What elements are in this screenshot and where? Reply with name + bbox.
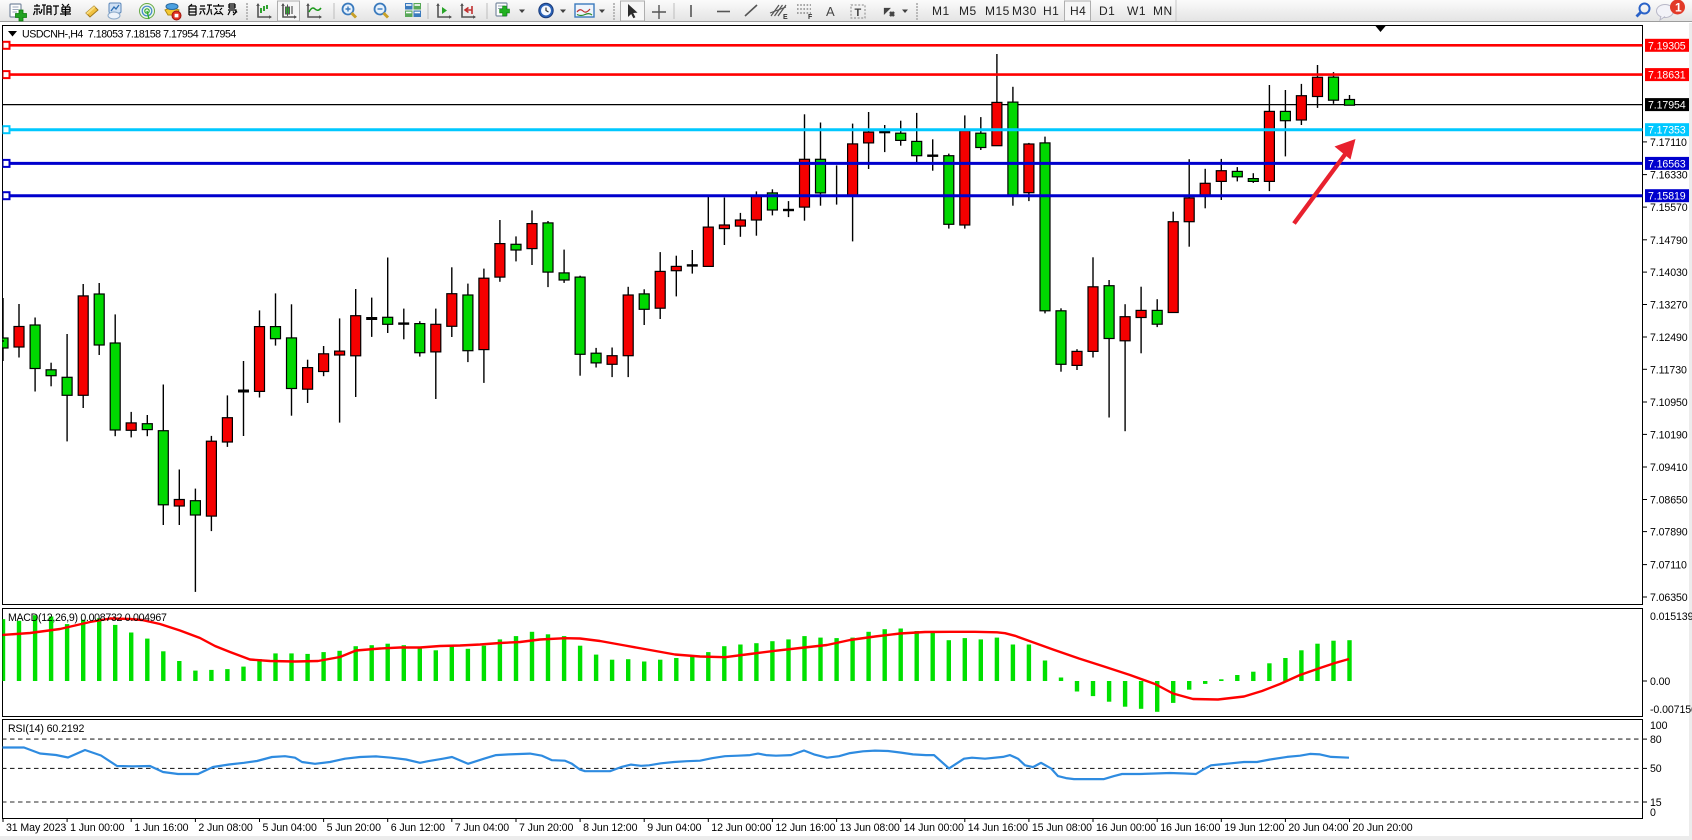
svg-text:MACD(12,26,9) 0.008732 0.00496: MACD(12,26,9) 0.008732 0.004967 (8, 612, 167, 624)
svg-text:1 Jun 16:00: 1 Jun 16:00 (134, 822, 188, 834)
svg-text:7.16563: 7.16563 (1648, 158, 1686, 170)
svg-text:W1: W1 (1127, 4, 1146, 18)
svg-text:7.12490: 7.12490 (1650, 332, 1688, 344)
svg-text:M1: M1 (932, 4, 950, 18)
svg-text:7.14790: 7.14790 (1650, 235, 1688, 247)
svg-text:-0.007156: -0.007156 (1650, 704, 1692, 716)
svg-text:100: 100 (1650, 720, 1668, 732)
svg-text:16 Jun 16:00: 16 Jun 16:00 (1160, 822, 1220, 834)
svg-text:H1: H1 (1043, 4, 1059, 18)
svg-text:7.13270: 7.13270 (1650, 300, 1688, 312)
svg-text:7.09410: 7.09410 (1650, 462, 1688, 474)
svg-text:RSI(14) 60.2192: RSI(14) 60.2192 (8, 723, 84, 735)
svg-text:MN: MN (1153, 4, 1173, 18)
svg-text:M5: M5 (959, 4, 977, 18)
svg-text:H4: H4 (1070, 4, 1086, 18)
svg-text:20 Jun 20:00: 20 Jun 20:00 (1353, 822, 1413, 834)
svg-text:7.07890: 7.07890 (1650, 527, 1688, 539)
svg-text:7.18631: 7.18631 (1648, 70, 1686, 82)
svg-text:7.17954: 7.17954 (1648, 100, 1686, 112)
svg-text:7.06350: 7.06350 (1650, 592, 1688, 604)
svg-text:7 Jun 04:00: 7 Jun 04:00 (455, 822, 509, 834)
svg-text:0: 0 (1650, 807, 1656, 819)
svg-text:T: T (855, 7, 862, 19)
svg-text:M30: M30 (1012, 4, 1037, 18)
svg-text:7.17353: 7.17353 (1648, 125, 1686, 137)
svg-text:1 Jun 00:00: 1 Jun 00:00 (70, 822, 124, 834)
svg-text:0.00: 0.00 (1650, 676, 1670, 688)
svg-text:7.16330: 7.16330 (1650, 170, 1688, 182)
svg-text:31 May 2023: 31 May 2023 (6, 822, 66, 834)
svg-text:12 Jun 00:00: 12 Jun 00:00 (711, 822, 771, 834)
svg-text:7.14030: 7.14030 (1650, 267, 1688, 279)
svg-text:7.15819: 7.15819 (1648, 191, 1686, 203)
svg-text:7.11730: 7.11730 (1650, 364, 1687, 376)
svg-text:USDCNH-,H4 7.18053 7.18158 7.: USDCNH-,H4 7.18053 7.18158 7.17954 7.179… (22, 29, 236, 41)
svg-text:19 Jun 12:00: 19 Jun 12:00 (1224, 822, 1284, 834)
svg-text:9 Jun 04:00: 9 Jun 04:00 (647, 822, 701, 834)
svg-text:12 Jun 16:00: 12 Jun 16:00 (775, 822, 835, 834)
svg-text:20 Jun 04:00: 20 Jun 04:00 (1288, 822, 1348, 834)
svg-text:E: E (783, 14, 788, 21)
svg-text:7.07110: 7.07110 (1650, 560, 1687, 572)
svg-text:7.10950: 7.10950 (1650, 397, 1688, 409)
svg-text:14 Jun 00:00: 14 Jun 00:00 (904, 822, 964, 834)
svg-text:7 Jun 20:00: 7 Jun 20:00 (519, 822, 573, 834)
svg-text:7.08650: 7.08650 (1650, 495, 1688, 507)
svg-text:16 Jun 00:00: 16 Jun 00:00 (1096, 822, 1156, 834)
svg-text:7.15570: 7.15570 (1650, 202, 1688, 214)
svg-text:14 Jun 16:00: 14 Jun 16:00 (968, 822, 1028, 834)
svg-text:F: F (808, 14, 813, 21)
svg-text:5 Jun 20:00: 5 Jun 20:00 (327, 822, 381, 834)
svg-text:7.19305: 7.19305 (1648, 40, 1686, 52)
svg-text:80: 80 (1650, 734, 1662, 746)
svg-text:6 Jun 12:00: 6 Jun 12:00 (391, 822, 445, 834)
svg-text:M15: M15 (985, 4, 1010, 18)
svg-text:2 Jun 08:00: 2 Jun 08:00 (198, 822, 252, 834)
svg-text:15 Jun 08:00: 15 Jun 08:00 (1032, 822, 1092, 834)
svg-text:1: 1 (1675, 1, 1682, 15)
svg-text:0.015139: 0.015139 (1650, 611, 1692, 623)
svg-text:15: 15 (1650, 797, 1662, 809)
svg-text:7.10190: 7.10190 (1650, 429, 1688, 441)
svg-text:5 Jun 04:00: 5 Jun 04:00 (263, 822, 317, 834)
svg-text:50: 50 (1650, 763, 1662, 775)
svg-text:8 Jun 12:00: 8 Jun 12:00 (583, 822, 637, 834)
svg-text:A: A (826, 4, 835, 19)
svg-text:13 Jun 08:00: 13 Jun 08:00 (840, 822, 900, 834)
svg-text:D1: D1 (1099, 4, 1115, 18)
svg-text:7.17110: 7.17110 (1650, 137, 1687, 149)
